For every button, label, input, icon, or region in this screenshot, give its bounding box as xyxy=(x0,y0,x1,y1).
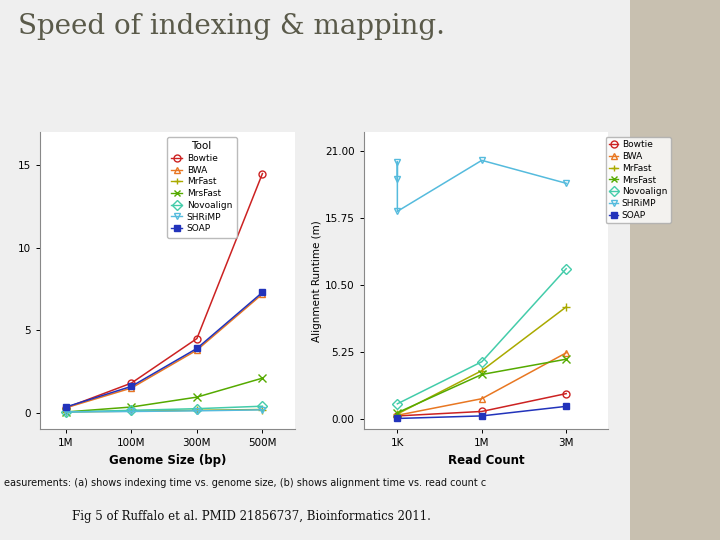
X-axis label: Read Count: Read Count xyxy=(448,454,524,467)
X-axis label: Genome Size (bp): Genome Size (bp) xyxy=(109,454,226,467)
Y-axis label: Alignment Runtime (m): Alignment Runtime (m) xyxy=(312,220,322,342)
Text: Fig 5 of Ruffalo et al. PMID 21856737, Bioinformatics 2011.: Fig 5 of Ruffalo et al. PMID 21856737, B… xyxy=(72,510,431,523)
Text: easurements: (a) shows indexing time vs. genome size, (b) shows alignment time v: easurements: (a) shows indexing time vs.… xyxy=(4,478,486,488)
Legend: Bowtie, BWA, MrFast, MrsFast, Novoalign, SHRiMP, SOAP: Bowtie, BWA, MrFast, MrsFast, Novoalign,… xyxy=(606,137,671,223)
Legend: Bowtie, BWA, MrFast, MrsFast, Novoalign, SHRiMP, SOAP: Bowtie, BWA, MrFast, MrsFast, Novoalign,… xyxy=(167,137,237,238)
Text: Speed of indexing & mapping.: Speed of indexing & mapping. xyxy=(18,14,445,40)
